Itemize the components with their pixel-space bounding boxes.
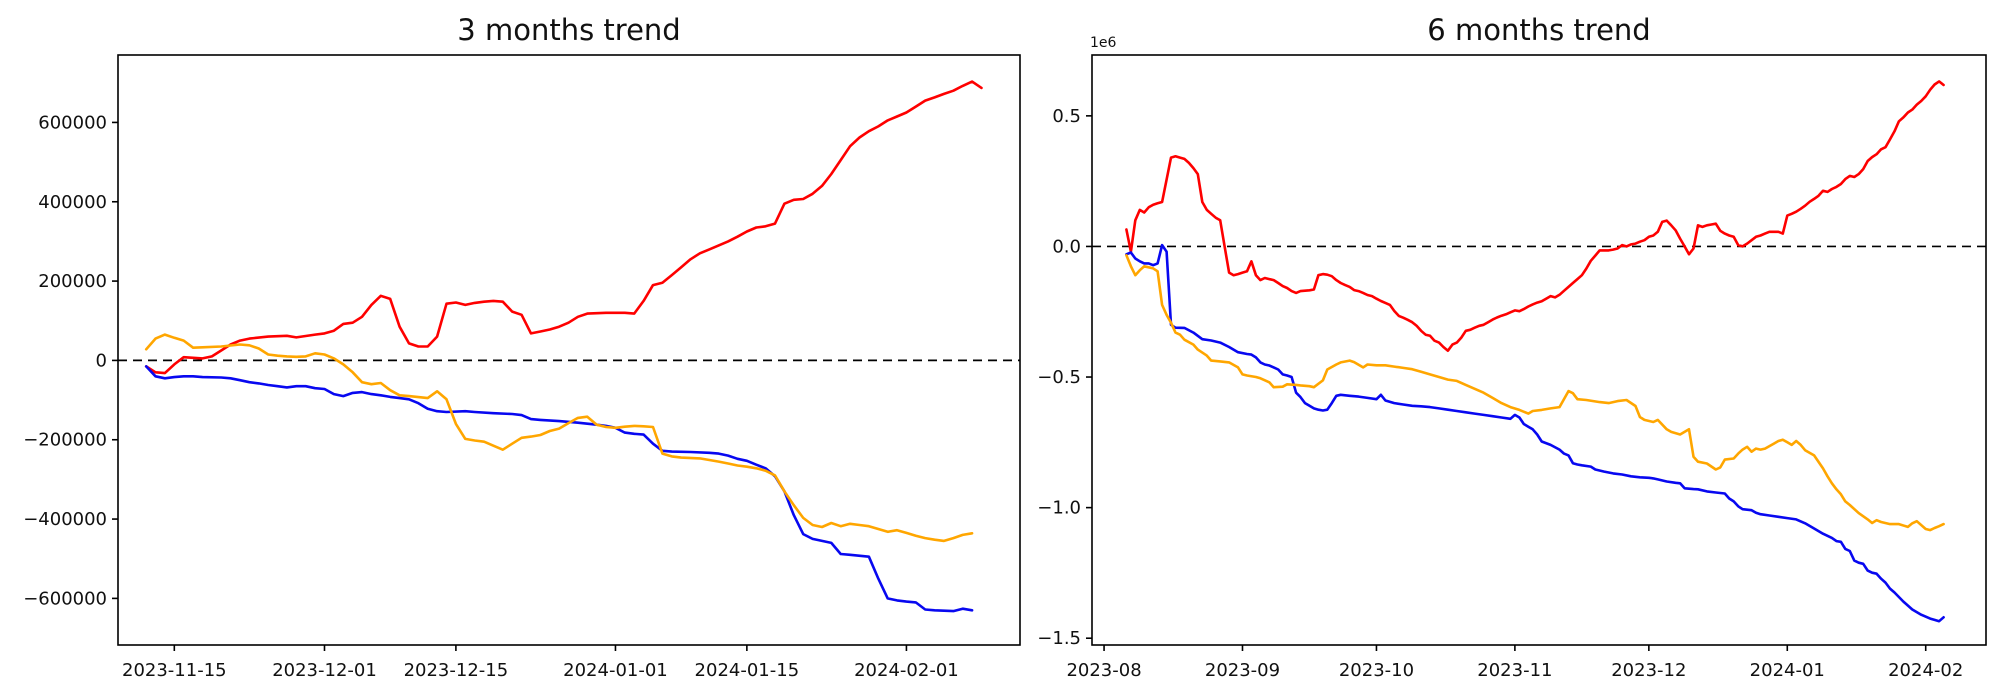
chart-3-months-trend: 3 months trend 600000 400000 200000 0 −20000… — [23, 13, 1021, 681]
chart-6-months-series — [1125, 80, 1945, 623]
x-tick-label: 2024-01-15 — [695, 660, 800, 681]
chart-title-6-months: 6 months trend — [1427, 13, 1650, 47]
chart-3-months-series — [144, 80, 983, 613]
chart-6-months-axes: 0.5 0.0 −0.5 −1.0 −1.5 2023-08 2023-09 2023-10 2… — [1037, 35, 1987, 681]
y-tick-label: 0.0 — [1052, 236, 1081, 257]
plot-border — [117, 54, 1021, 646]
blue-trend-line — [1125, 243, 1945, 623]
y-tick-label: 0 — [96, 350, 107, 371]
x-tick-label: 2024-02-01 — [854, 660, 959, 681]
chart-title-3-months: 3 months trend — [457, 13, 680, 47]
x-tick-label: 2023-12-01 — [272, 660, 377, 681]
blue-trend-line — [144, 365, 974, 613]
x-tick-label: 2024-02 — [1888, 660, 1963, 681]
orange-trend-line — [1125, 254, 1945, 532]
x-tick-label: 2023-09 — [1205, 660, 1280, 681]
x-tick-label: 2023-12-15 — [404, 660, 509, 681]
red-trend-line — [144, 80, 983, 375]
y-tick-label: 0.5 — [1052, 106, 1081, 127]
y-tick-label: 200000 — [38, 271, 107, 292]
chart-3-months-axes: 600000 400000 200000 0 −200000 −400000 −600000… — [23, 54, 1021, 681]
x-tick-label: 2023-11 — [1477, 660, 1552, 681]
y-tick-label: −600000 — [23, 588, 107, 609]
y-tick-label: −0.5 — [1037, 367, 1081, 388]
y-tick-label: −400000 — [23, 509, 107, 530]
chart-6-months-trend: 6 months trend 0.5 0.0 −0.5 −1.0 −1.5 2023-08… — [1037, 13, 1987, 681]
y-tick-label: 400000 — [38, 192, 107, 213]
plot-border — [1091, 54, 1987, 646]
x-tick-label: 2023-11-15 — [122, 660, 227, 681]
orange-trend-line — [144, 333, 974, 543]
x-tick-label: 2024-01 — [1750, 660, 1825, 681]
y-tick-label: −1.5 — [1037, 628, 1081, 649]
y-tick-label: 600000 — [38, 112, 107, 133]
x-tick-label: 2023-10 — [1339, 660, 1414, 681]
x-tick-label: 2024-01-01 — [563, 660, 668, 681]
y-axis-offset-label: 1e6 — [1090, 35, 1117, 51]
y-tick-label: −200000 — [23, 430, 107, 451]
x-tick-label: 2023-12 — [1611, 660, 1686, 681]
y-tick-label: −1.0 — [1037, 498, 1081, 519]
red-trend-line — [1125, 80, 1945, 353]
x-tick-label: 2023-08 — [1066, 660, 1141, 681]
